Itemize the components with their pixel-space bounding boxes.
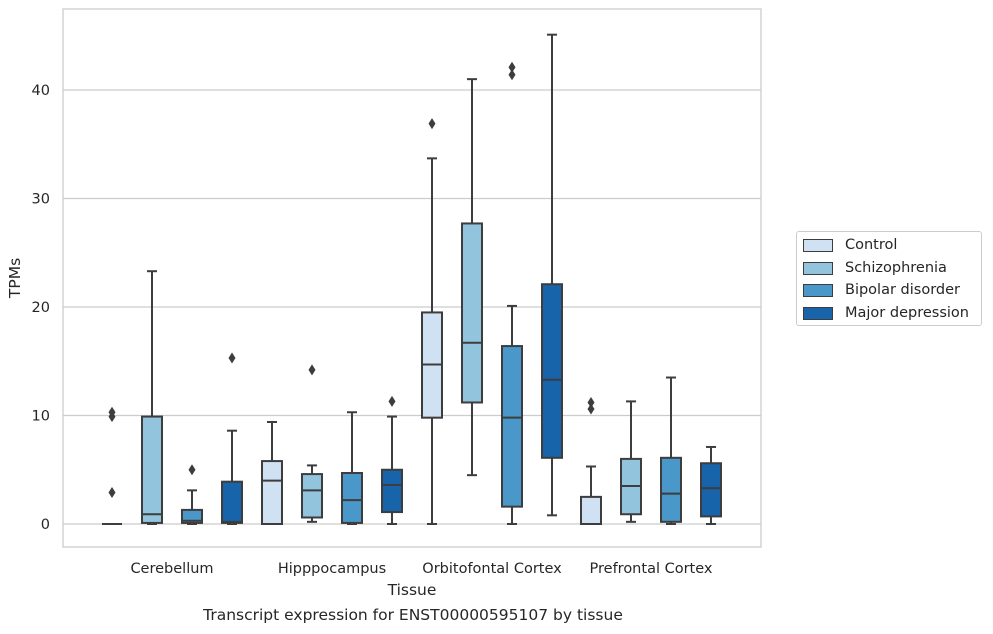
box-schizophrenia-2: [461, 78, 483, 477]
box-bipolar-disorder-0: [181, 464, 203, 525]
outlier-point-0: [228, 352, 236, 364]
box-iqr: [501, 345, 523, 508]
legend-swatch-schizophrenia: [803, 261, 833, 275]
box-control-2: [421, 118, 443, 525]
outlier-point-0: [388, 395, 396, 407]
box-iqr: [461, 222, 483, 404]
box-major-depression-1: [381, 395, 403, 525]
x-tick-label-3: Prefrontal Cortex: [590, 561, 713, 577]
y-tick-label-40: 40: [32, 83, 50, 99]
legend-label-major-depression: Major depression: [845, 305, 969, 321]
box-major-depression-3: [700, 445, 722, 525]
box-iqr: [341, 472, 363, 524]
box-iqr: [580, 495, 602, 525]
box-major-depression-2: [541, 33, 563, 517]
x-axis-ticks: Cerebellum Hipppocampus Orbitofontal Corte…: [130, 561, 712, 577]
box-iqr: [141, 415, 163, 524]
box-iqr: [700, 462, 722, 518]
outlier-point-0: [308, 364, 316, 376]
y-axis-ticks: 0 10 20 30 40: [32, 83, 50, 533]
box-schizophrenia-1: [301, 364, 323, 523]
legend: Control Schizophrenia Bipolar disorder M…: [796, 231, 982, 326]
x-axis-label: Tissue: [387, 581, 437, 599]
box-control-1: [261, 421, 283, 526]
gridlines: [63, 89, 761, 525]
box-schizophrenia-3: [620, 400, 642, 523]
legend-item-major-depression: Major depression: [803, 304, 969, 322]
box-bipolar-disorder-1: [341, 411, 363, 525]
box-iqr: [660, 456, 682, 523]
box-control-0: [102, 406, 122, 525]
outlier-point-1: [587, 396, 595, 408]
y-tick-label-10: 10: [32, 409, 50, 425]
outlier-point-0: [587, 403, 595, 415]
y-tick-label-0: 0: [41, 517, 50, 533]
box-iqr: [381, 468, 403, 514]
outlier-point-0: [428, 118, 436, 130]
legend-item-control: Control: [803, 236, 897, 254]
legend-swatch-control: [803, 238, 833, 252]
x-tick-label-2: Orbitofontal Cortex: [422, 561, 562, 577]
box-iqr: [261, 460, 283, 526]
legend-label-control: Control: [845, 237, 898, 253]
legend-item-schizophrenia: Schizophrenia: [803, 259, 947, 277]
legend-swatch-major-depression: [803, 306, 833, 320]
box-control-3: [580, 396, 602, 525]
box-iqr: [301, 473, 323, 519]
y-axis-label: TPMs: [6, 258, 24, 299]
box-major-depression-0: [221, 352, 243, 525]
outlier-point-0: [108, 487, 116, 499]
legend-label-schizophrenia: Schizophrenia: [845, 260, 947, 276]
y-tick-label-20: 20: [32, 300, 50, 316]
outlier-point-2: [108, 406, 116, 418]
plot-area-frame: [62, 8, 762, 548]
figure-caption: Transcript expression for ENST0000059510…: [203, 606, 623, 624]
y-tick-label-30: 30: [32, 192, 50, 208]
outlier-point-0: [188, 464, 196, 476]
box-bipolar-disorder-3: [660, 376, 682, 525]
box-series: [102, 33, 722, 526]
box-iqr: [221, 480, 243, 524]
legend-swatch-bipolar-disorder: [803, 283, 833, 297]
outlier-point-0: [508, 69, 516, 81]
legend-item-bipolar-disorder: Bipolar disorder: [803, 281, 960, 299]
x-tick-label-1: Hipppocampus: [278, 561, 386, 577]
box-iqr: [541, 283, 563, 459]
box-schizophrenia-0: [141, 270, 163, 525]
outlier-point-1: [508, 61, 516, 73]
box-bipolar-disorder-2: [501, 61, 523, 525]
x-tick-label-0: Cerebellum: [130, 561, 213, 577]
box-iqr: [181, 508, 203, 524]
legend-label-bipolar-disorder: Bipolar disorder: [845, 282, 960, 298]
